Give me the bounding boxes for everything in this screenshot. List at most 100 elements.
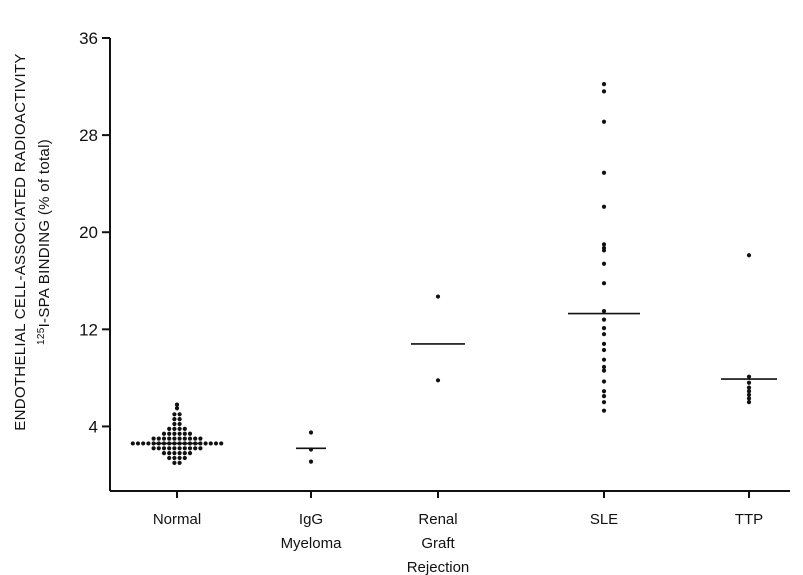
data-point [151, 441, 156, 446]
y-tick-label: 4 [89, 417, 98, 436]
y-axis-title-superscript: 125 [36, 327, 47, 345]
y-axis-title: ENDOTHELIAL CELL-ASSOCIATED RADIOACTIVIT… [12, 53, 53, 430]
x-category-label: Rejection [407, 559, 470, 575]
data-point [172, 412, 177, 417]
data-point [601, 393, 607, 399]
data-point [167, 446, 172, 451]
data-point [198, 441, 203, 446]
data-point [601, 400, 607, 405]
data-point [601, 281, 607, 286]
data-point [435, 294, 441, 299]
data-point [746, 400, 752, 405]
data-point [135, 441, 141, 446]
y-axis-title-line1: ENDOTHELIAL CELL-ASSOCIATED RADIOACTIVIT… [12, 53, 29, 430]
data-point [172, 431, 177, 436]
data-point [601, 379, 607, 384]
data-point [156, 446, 161, 451]
data-point [601, 245, 607, 251]
data-point [187, 451, 193, 456]
data-point [219, 441, 224, 446]
data-point [601, 242, 607, 247]
data-point [177, 412, 182, 417]
data-point [172, 446, 177, 451]
data-point [187, 446, 193, 451]
y-axis-title-line2-text: I-SPA BINDING (% of total) [36, 139, 53, 327]
data-point [156, 436, 161, 441]
data-point [141, 441, 146, 446]
data-point [601, 317, 607, 322]
data-point [198, 436, 203, 441]
data-point [167, 455, 172, 461]
data-point [601, 89, 607, 94]
data-point [167, 426, 172, 431]
data-point [601, 347, 607, 353]
y-tick-label: 28 [79, 126, 98, 145]
data-point [746, 253, 752, 258]
data-point [151, 446, 156, 451]
data-point [601, 309, 607, 314]
y-tick-label: 12 [79, 320, 98, 339]
data-point [174, 406, 180, 411]
data-point [172, 426, 177, 431]
data-point [146, 441, 151, 446]
data-point [308, 459, 314, 464]
data-point [172, 417, 177, 422]
data-point [167, 431, 172, 436]
data-point [601, 170, 607, 175]
data-point [601, 204, 607, 209]
y-ticks: 4 12 20 28 36 [79, 29, 110, 436]
x-category-label: Myeloma [281, 535, 343, 552]
data-point [746, 389, 752, 394]
x-category-label: TTP [735, 511, 763, 528]
x-categories: Normal IgG Myeloma Renal Graft Rejection SLE TT… [153, 491, 763, 575]
data-point [130, 441, 135, 446]
data-point [187, 431, 193, 436]
data-point [601, 364, 607, 370]
data-point [161, 451, 167, 456]
data-point [213, 441, 219, 446]
data-point [182, 455, 187, 461]
mean-lines [155, 312, 777, 450]
data-point [193, 446, 198, 451]
data-point [746, 392, 752, 397]
data-point [182, 446, 187, 451]
data-point [601, 326, 607, 331]
data-point [172, 421, 177, 427]
data-point [182, 436, 187, 441]
x-category-label: Graft [421, 535, 455, 552]
data-point [203, 441, 208, 446]
data-point [187, 436, 193, 441]
data-point [161, 436, 167, 441]
data-point [601, 119, 607, 124]
data-point [177, 426, 182, 431]
data-point [172, 460, 177, 465]
data-point [174, 402, 180, 407]
data-point [177, 446, 182, 451]
x-category-label: SLE [590, 511, 618, 528]
data-points [130, 82, 752, 465]
data-point [177, 460, 182, 465]
data-point [601, 341, 607, 346]
data-point [182, 426, 187, 431]
data-point [177, 451, 182, 456]
data-point [182, 431, 187, 436]
y-tick-label: 20 [79, 223, 98, 242]
x-category-label: Normal [153, 511, 201, 528]
data-point [151, 436, 156, 441]
data-point [172, 455, 177, 461]
data-point [177, 455, 182, 461]
data-point [182, 451, 187, 456]
data-point [746, 396, 752, 401]
x-category-label: IgG [299, 511, 323, 528]
data-point [746, 385, 752, 390]
data-point [601, 408, 607, 413]
data-point [601, 389, 607, 394]
data-point [308, 430, 314, 435]
y-axis-title-line2: 125I-SPA BINDING (% of total) [36, 139, 54, 345]
x-category-label: Renal [418, 511, 457, 528]
data-point [177, 421, 182, 427]
data-point [161, 431, 167, 436]
data-point [601, 332, 607, 337]
data-point [208, 441, 213, 446]
